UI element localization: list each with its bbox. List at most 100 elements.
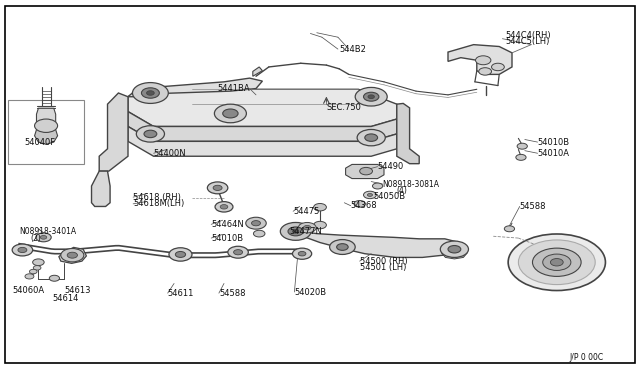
Circle shape xyxy=(234,250,243,255)
Text: 544C5(LH): 544C5(LH) xyxy=(506,37,550,46)
Circle shape xyxy=(508,234,605,291)
Circle shape xyxy=(33,259,44,266)
Polygon shape xyxy=(448,45,512,74)
Circle shape xyxy=(136,126,164,142)
Polygon shape xyxy=(92,171,110,206)
Circle shape xyxy=(280,222,311,240)
Circle shape xyxy=(518,240,595,285)
Circle shape xyxy=(12,244,33,256)
Text: 54020B: 54020B xyxy=(294,288,326,296)
Circle shape xyxy=(367,193,372,196)
Text: SEC.750: SEC.750 xyxy=(326,103,361,112)
Text: 54010B: 54010B xyxy=(538,138,570,147)
Text: 54464N: 54464N xyxy=(211,220,244,229)
Text: 54050B: 54050B xyxy=(373,192,405,201)
Circle shape xyxy=(355,87,387,106)
Text: 54500 (RH): 54500 (RH) xyxy=(360,257,407,266)
Text: 54010A: 54010A xyxy=(538,149,570,158)
Text: 54040F: 54040F xyxy=(24,138,56,147)
Circle shape xyxy=(61,248,84,262)
Circle shape xyxy=(228,246,248,258)
Text: 544C4(RH): 544C4(RH) xyxy=(506,31,551,40)
Polygon shape xyxy=(59,247,86,263)
Circle shape xyxy=(357,129,385,146)
Circle shape xyxy=(169,248,192,261)
Text: 54475: 54475 xyxy=(293,207,319,216)
Circle shape xyxy=(18,247,27,253)
Circle shape xyxy=(175,251,186,257)
Circle shape xyxy=(314,203,326,211)
Polygon shape xyxy=(253,67,262,76)
Circle shape xyxy=(147,91,154,95)
Circle shape xyxy=(33,266,41,270)
Circle shape xyxy=(298,251,306,256)
Circle shape xyxy=(36,233,51,242)
Circle shape xyxy=(213,185,222,190)
Circle shape xyxy=(504,226,515,232)
Text: (2): (2) xyxy=(31,234,42,243)
Circle shape xyxy=(246,217,266,229)
Text: 54588: 54588 xyxy=(520,202,546,211)
Polygon shape xyxy=(36,108,56,124)
Circle shape xyxy=(360,167,372,175)
Circle shape xyxy=(364,92,379,101)
Circle shape xyxy=(214,104,246,123)
Circle shape xyxy=(40,235,47,239)
Polygon shape xyxy=(35,124,58,144)
Text: 54501 (LH): 54501 (LH) xyxy=(360,263,406,272)
Circle shape xyxy=(364,191,376,199)
Circle shape xyxy=(303,225,311,230)
Circle shape xyxy=(492,63,504,71)
Text: 544B2: 544B2 xyxy=(339,45,366,54)
Circle shape xyxy=(532,248,581,276)
Polygon shape xyxy=(128,89,397,126)
Circle shape xyxy=(516,154,526,160)
Circle shape xyxy=(337,244,348,250)
Circle shape xyxy=(49,275,60,281)
Polygon shape xyxy=(128,78,262,97)
Circle shape xyxy=(144,130,157,138)
Text: 54060A: 54060A xyxy=(13,286,45,295)
Circle shape xyxy=(354,201,365,207)
Circle shape xyxy=(252,221,260,226)
Text: 54618M(LH): 54618M(LH) xyxy=(133,199,184,208)
Circle shape xyxy=(330,240,355,254)
Circle shape xyxy=(292,248,312,259)
Text: 54368: 54368 xyxy=(351,201,378,210)
Circle shape xyxy=(288,227,303,236)
Circle shape xyxy=(372,183,383,189)
Polygon shape xyxy=(442,249,467,259)
Circle shape xyxy=(25,274,34,279)
Circle shape xyxy=(543,254,571,270)
FancyBboxPatch shape xyxy=(5,6,635,363)
Circle shape xyxy=(476,56,491,65)
Text: 54611: 54611 xyxy=(168,289,194,298)
Text: 54400N: 54400N xyxy=(154,149,186,158)
Circle shape xyxy=(207,182,228,194)
Circle shape xyxy=(298,222,316,233)
Circle shape xyxy=(314,221,326,229)
Text: 54613: 54613 xyxy=(64,286,90,295)
Circle shape xyxy=(440,241,468,257)
Circle shape xyxy=(29,269,37,274)
FancyBboxPatch shape xyxy=(8,100,84,164)
Polygon shape xyxy=(99,93,128,171)
Circle shape xyxy=(365,134,378,141)
Text: 54477N: 54477N xyxy=(289,227,322,236)
Text: (4): (4) xyxy=(397,186,408,195)
Circle shape xyxy=(215,202,233,212)
Circle shape xyxy=(368,95,374,99)
Text: N08918-3081A: N08918-3081A xyxy=(383,180,440,189)
Text: N08918-3401A: N08918-3401A xyxy=(19,227,76,236)
Circle shape xyxy=(141,88,159,98)
Text: 54618 (RH): 54618 (RH) xyxy=(133,193,181,202)
Circle shape xyxy=(35,119,58,132)
Polygon shape xyxy=(397,103,419,164)
Text: 54010B: 54010B xyxy=(211,234,243,243)
Polygon shape xyxy=(128,126,397,156)
Text: 5441BA: 5441BA xyxy=(218,84,250,93)
Text: 54490: 54490 xyxy=(378,162,404,171)
Text: 54614: 54614 xyxy=(52,294,79,303)
Circle shape xyxy=(550,259,563,266)
Circle shape xyxy=(292,230,299,233)
